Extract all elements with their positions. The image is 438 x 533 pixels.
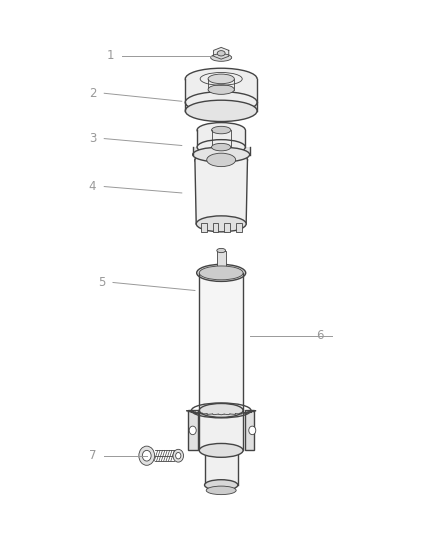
Ellipse shape xyxy=(211,54,232,61)
FancyBboxPatch shape xyxy=(193,147,250,155)
Ellipse shape xyxy=(185,100,257,122)
Ellipse shape xyxy=(208,74,234,84)
FancyBboxPatch shape xyxy=(188,410,198,450)
FancyBboxPatch shape xyxy=(185,79,257,102)
Ellipse shape xyxy=(176,453,181,459)
Ellipse shape xyxy=(208,85,234,94)
Text: 7: 7 xyxy=(89,449,96,462)
Ellipse shape xyxy=(199,266,243,280)
Ellipse shape xyxy=(196,216,246,232)
FancyBboxPatch shape xyxy=(217,251,226,273)
Ellipse shape xyxy=(199,443,243,457)
Text: 6: 6 xyxy=(317,329,324,342)
Ellipse shape xyxy=(197,140,245,155)
Ellipse shape xyxy=(197,123,245,138)
Polygon shape xyxy=(214,47,229,59)
Ellipse shape xyxy=(205,480,238,490)
FancyBboxPatch shape xyxy=(195,160,247,224)
Ellipse shape xyxy=(212,126,231,134)
Ellipse shape xyxy=(193,147,250,162)
Ellipse shape xyxy=(173,449,184,462)
Text: 1: 1 xyxy=(106,50,114,62)
Ellipse shape xyxy=(217,271,226,275)
Ellipse shape xyxy=(185,68,257,90)
Text: 4: 4 xyxy=(89,180,96,193)
FancyBboxPatch shape xyxy=(199,273,243,410)
Text: 5: 5 xyxy=(98,276,105,289)
Ellipse shape xyxy=(212,143,231,151)
Ellipse shape xyxy=(189,426,196,435)
FancyBboxPatch shape xyxy=(201,223,207,232)
Ellipse shape xyxy=(197,264,246,281)
FancyBboxPatch shape xyxy=(213,223,218,232)
Ellipse shape xyxy=(217,248,226,253)
Ellipse shape xyxy=(185,92,257,113)
FancyBboxPatch shape xyxy=(185,102,257,111)
Text: 3: 3 xyxy=(89,132,96,145)
Ellipse shape xyxy=(207,153,236,167)
FancyBboxPatch shape xyxy=(224,223,230,232)
Ellipse shape xyxy=(249,426,256,435)
Ellipse shape xyxy=(195,150,247,169)
Ellipse shape xyxy=(206,486,236,495)
FancyBboxPatch shape xyxy=(245,410,254,450)
FancyBboxPatch shape xyxy=(199,410,243,450)
FancyBboxPatch shape xyxy=(197,130,245,147)
FancyBboxPatch shape xyxy=(205,450,238,485)
Ellipse shape xyxy=(205,445,238,456)
Ellipse shape xyxy=(199,403,243,417)
FancyBboxPatch shape xyxy=(236,223,242,232)
Ellipse shape xyxy=(217,51,225,56)
Ellipse shape xyxy=(139,446,155,465)
Text: 2: 2 xyxy=(89,87,96,100)
Ellipse shape xyxy=(142,450,151,461)
